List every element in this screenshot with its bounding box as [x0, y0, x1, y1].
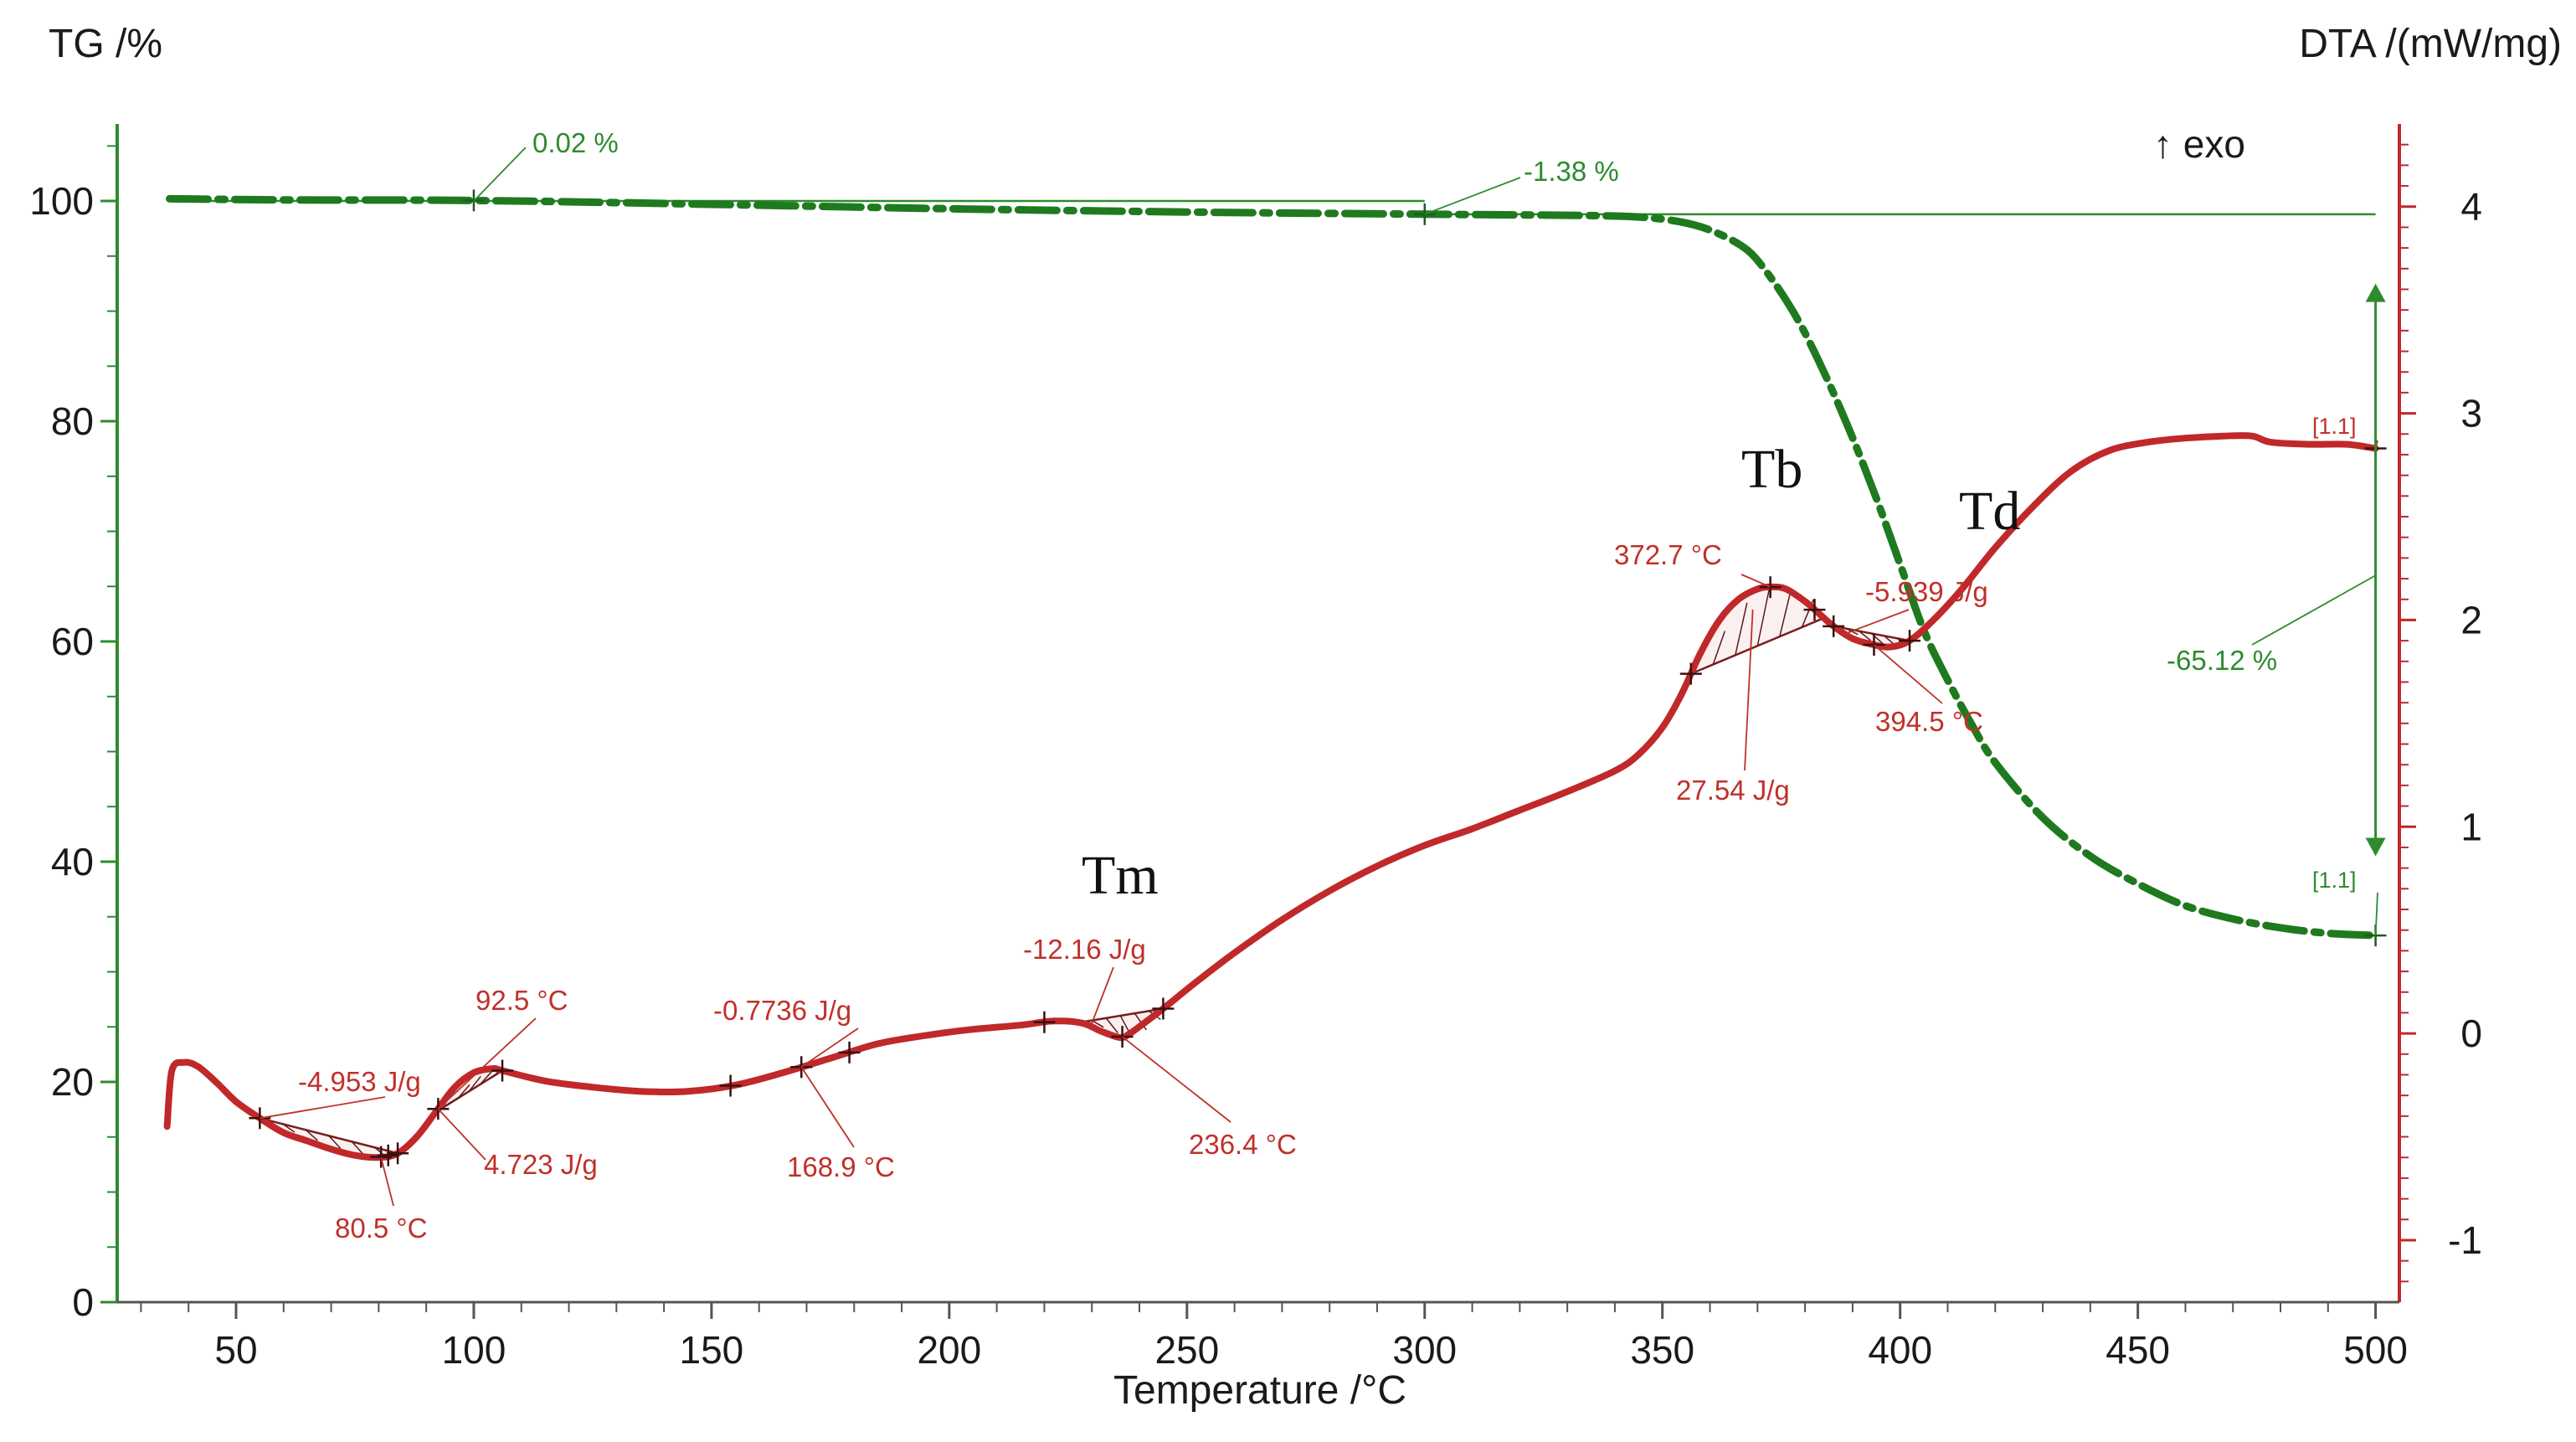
peak-area-372-hatch [1756, 589, 1771, 646]
x-tick-label: 350 [1630, 1328, 1694, 1372]
peak-area-236-hatch [1091, 1019, 1104, 1028]
right-tick-label: 4 [2460, 185, 2482, 229]
dta-curve [163, 432, 2379, 1161]
peak-area-372 [1690, 587, 1824, 674]
tg-curve [166, 194, 2380, 940]
region-label-td: Td [1959, 481, 2020, 542]
tg-mass-change-label: -65.12 % [2167, 645, 2277, 676]
peak-area-92-hatch [446, 1096, 460, 1106]
x-tick-label: 100 [442, 1328, 506, 1372]
enthalpy-5-label: 27.54 J/g [1676, 775, 1790, 806]
leader-peak-168 [800, 1066, 855, 1148]
leader-enthalpy-4 [1091, 966, 1114, 1024]
left-tick-labels: 0 20 40 60 80 100 [29, 179, 94, 1324]
right-tick-label: 2 [2460, 598, 2482, 641]
left-tick-label: 100 [29, 179, 94, 223]
enthalpy-4-label: -12.16 J/g [1023, 934, 1146, 965]
mass-arrow-head-bottom [2365, 837, 2386, 857]
peak-integration-areas [260, 587, 1910, 1158]
peak-236-label: 236.4 °C [1189, 1129, 1297, 1160]
peak-394-label: 394.5 °C [1875, 706, 1983, 737]
x-tick-label: 500 [2343, 1328, 2408, 1372]
tg-step-2-label: -1.38 % [1524, 156, 1619, 187]
left-tick-label: 80 [51, 399, 94, 443]
peak-area-92-hatch [457, 1084, 470, 1099]
x-tick-label: 50 [214, 1328, 257, 1372]
x-tick-label: 300 [1392, 1328, 1457, 1372]
mass-arrow-head-top [2365, 283, 2386, 302]
x-tick-label: 150 [680, 1328, 744, 1372]
leader-tg-2 [1424, 177, 1521, 215]
peak-area-372-hatch [1735, 602, 1748, 656]
curve-markers [249, 189, 2387, 1168]
leader-peak-92 [437, 1017, 537, 1110]
tg-end-marker-label: [1.1] [2312, 868, 2357, 893]
leader-peak-372 [1740, 574, 1771, 588]
peak-area-372-hatch [1712, 631, 1726, 665]
x-tick-label: 450 [2106, 1328, 2170, 1372]
leader-enthalpy-6 [1843, 609, 1910, 636]
region-label-tm: Tm [1082, 845, 1159, 906]
x-tick-label: 200 [917, 1328, 981, 1372]
enthalpy-1-label: -4.953 J/g [298, 1066, 421, 1097]
leader-enthalpy-1 [260, 1096, 386, 1120]
leader-tg-mass [2251, 574, 2377, 646]
enthalpy-2-label: 4.723 J/g [484, 1149, 598, 1180]
leader-peak-394 [1873, 644, 1943, 704]
left-tick-label: 20 [51, 1060, 94, 1104]
left-axis-title: TG /% [49, 22, 162, 66]
peak-area-80-hatch [282, 1123, 296, 1133]
peak-80-label: 80.5 °C [335, 1213, 427, 1244]
leader-tg-1 [473, 147, 527, 202]
peak-area-236-hatch [1134, 1012, 1147, 1031]
x-tick-label: 250 [1154, 1328, 1219, 1372]
right-tick-label: -1 [2448, 1218, 2482, 1262]
peak-area-394-hatch [1858, 631, 1871, 641]
peak-area-236-hatch [1105, 1017, 1118, 1033]
mass-change-arrow [2365, 283, 2386, 857]
right-tick-label: 0 [2460, 1012, 2482, 1055]
leader-enthalpy-2 [437, 1108, 486, 1161]
leader-enthalpy-5 [1744, 610, 1754, 771]
peak-area-92-hatch [479, 1070, 493, 1085]
peak-area-80-hatch [351, 1141, 364, 1156]
leader-tg-end [2374, 892, 2378, 936]
left-tick-label: 40 [51, 840, 94, 883]
dta-end-marker-label: [1.1] [2312, 414, 2357, 439]
tick-marks [100, 143, 2416, 1319]
peak-area-92-hatch [468, 1075, 481, 1092]
leader-enthalpy-3 [800, 1027, 859, 1069]
peak-372-label: 372.7 °C [1614, 539, 1722, 570]
exo-label: ↑ exo [2153, 122, 2245, 166]
enthalpy-3-label: -0.7736 J/g [713, 995, 851, 1026]
x-tick-label: 400 [1868, 1328, 1932, 1372]
right-tick-label: 3 [2460, 392, 2482, 435]
leader-peak-236 [1122, 1036, 1231, 1123]
peak-92-label: 92.5 °C [476, 985, 568, 1016]
x-tick-labels: 50 100 150 200 250 300 350 400 450 500 [214, 1328, 2408, 1372]
x-axis-title: Temperature /°C [1113, 1368, 1406, 1413]
peak-area-372-hatch [1779, 588, 1792, 637]
peak-area-80-hatch [328, 1135, 342, 1149]
left-tick-label: 0 [72, 1280, 94, 1324]
peak-area-80-hatch [305, 1129, 318, 1141]
annotation-leaders [260, 147, 2378, 1207]
right-axis-title: DTA /(mW/mg) [2299, 22, 2562, 66]
right-tick-label: 1 [2460, 805, 2482, 848]
enthalpy-6-label: -5.939 J/g [1865, 576, 1988, 607]
left-tick-label: 60 [51, 620, 94, 663]
tg-step-1-label: 0.02 % [532, 127, 619, 158]
region-label-tb: Tb [1741, 439, 1802, 500]
leader-peak-80 [380, 1156, 394, 1207]
right-tick-labels: -1 0 1 2 3 4 [2448, 185, 2482, 1262]
peak-168-label: 168.9 °C [787, 1151, 895, 1182]
